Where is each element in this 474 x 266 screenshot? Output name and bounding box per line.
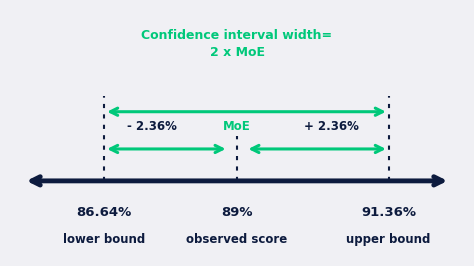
Text: + 2.36%: + 2.36% xyxy=(304,120,359,133)
Text: lower bound: lower bound xyxy=(63,233,146,246)
Text: upper bound: upper bound xyxy=(346,233,431,246)
Text: MoE: MoE xyxy=(223,120,251,133)
Text: 91.36%: 91.36% xyxy=(361,206,416,219)
Text: observed score: observed score xyxy=(186,233,288,246)
Text: - 2.36%: - 2.36% xyxy=(127,120,177,133)
Text: 86.64%: 86.64% xyxy=(77,206,132,219)
Text: Confidence interval width=
2 x MoE: Confidence interval width= 2 x MoE xyxy=(141,29,333,59)
Text: 89%: 89% xyxy=(221,206,253,219)
